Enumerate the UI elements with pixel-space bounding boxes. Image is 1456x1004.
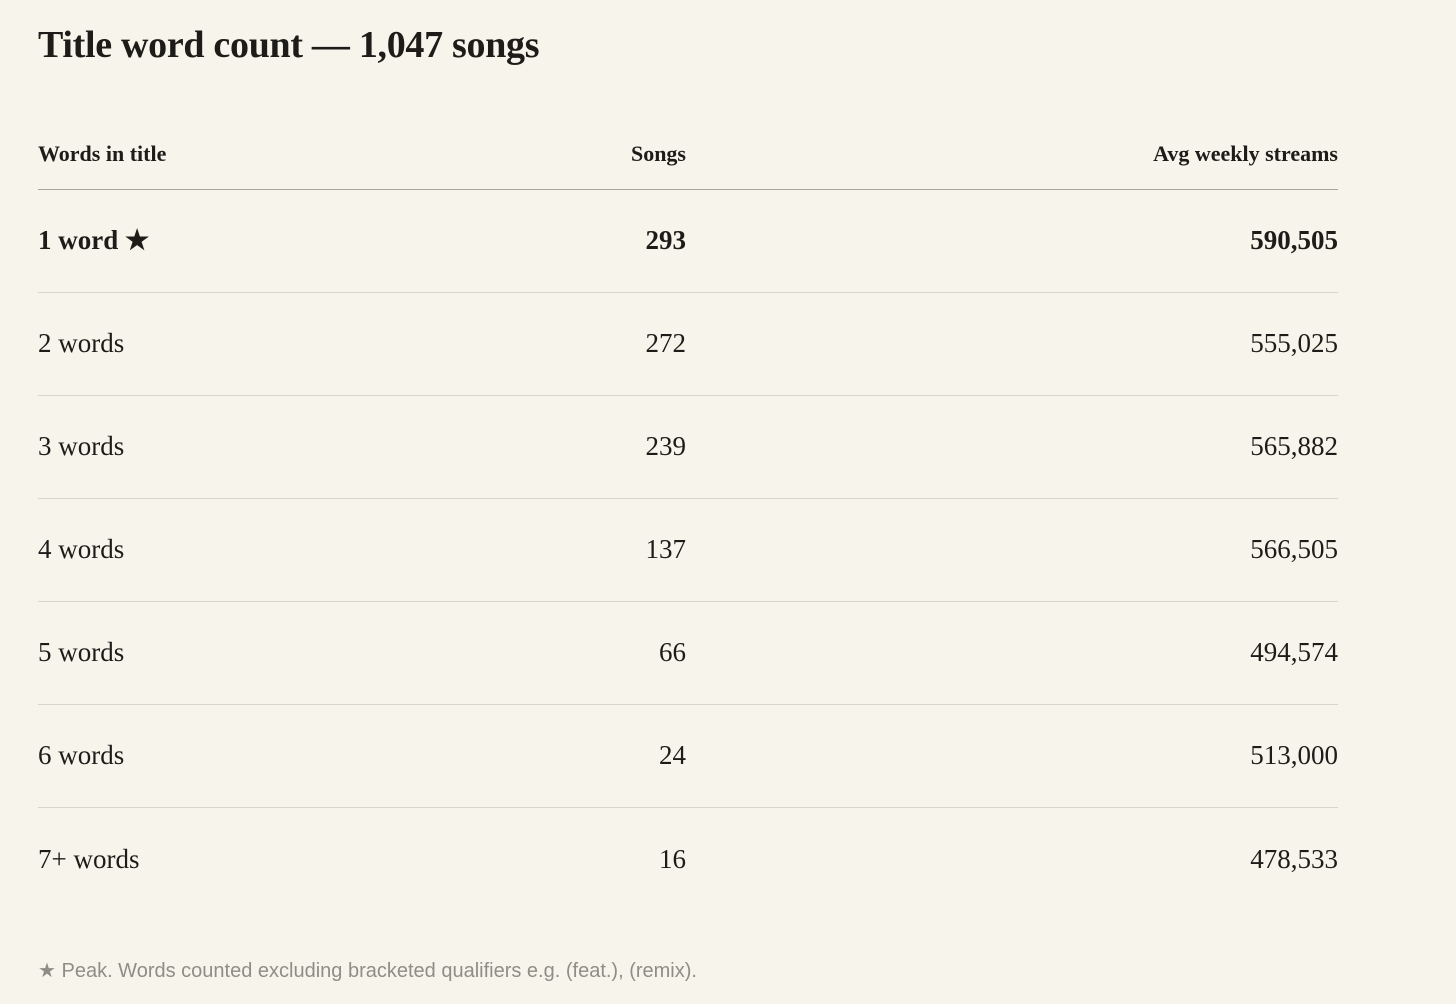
cell-songs: 272 bbox=[645, 328, 687, 358]
cell-avg-weekly-streams: 565,882 bbox=[1250, 431, 1338, 461]
cell-avg-weekly-streams: 494,574 bbox=[1250, 637, 1338, 667]
cell-words-in-title: 6 words bbox=[38, 740, 125, 770]
cell-words-in-title: 1 word ★ bbox=[38, 225, 150, 255]
cell-avg-weekly-streams: 590,505 bbox=[1250, 225, 1338, 255]
column-header-songs: Songs bbox=[630, 140, 686, 166]
cell-songs: 16 bbox=[659, 843, 686, 874]
cell-words-in-title: 4 words bbox=[38, 534, 125, 564]
cell-avg-weekly-streams: 555,025 bbox=[1250, 328, 1338, 358]
cell-avg-weekly-streams: 478,533 bbox=[1250, 843, 1338, 874]
table-row: 1 word ★ 293 590,505 bbox=[38, 190, 1338, 293]
page-title: Title word count — 1,047 songs bbox=[38, 24, 540, 66]
table-row: 3 words 239 565,882 bbox=[38, 396, 1338, 499]
table-header-row: Words in title Songs Avg weekly streams bbox=[38, 140, 1338, 190]
cell-words-in-title: 2 words bbox=[38, 328, 125, 358]
footnote: ★ Peak. Words counted excluding brackete… bbox=[38, 959, 697, 982]
cell-songs: 137 bbox=[645, 534, 687, 564]
word-count-table: Words in title Songs Avg weekly streams … bbox=[38, 140, 1338, 911]
table-row: 2 words 272 555,025 bbox=[38, 293, 1338, 396]
cell-songs: 66 bbox=[659, 637, 686, 667]
cell-avg-weekly-streams: 566,505 bbox=[1250, 534, 1338, 564]
cell-avg-weekly-streams: 513,000 bbox=[1250, 740, 1338, 770]
cell-songs: 24 bbox=[659, 740, 686, 770]
cell-songs: 293 bbox=[645, 225, 687, 255]
column-header-words-in-title: Words in title bbox=[38, 140, 167, 166]
cell-songs: 239 bbox=[645, 431, 687, 461]
table-row: 6 words 24 513,000 bbox=[38, 705, 1338, 808]
cell-words-in-title: 5 words bbox=[38, 637, 125, 667]
column-header-avg-weekly-streams: Avg weekly streams bbox=[1153, 140, 1338, 166]
table-row: 7+ words 16 478,533 bbox=[38, 808, 1338, 911]
table-row: 4 words 137 566,505 bbox=[38, 499, 1338, 602]
cell-words-in-title: 7+ words bbox=[38, 843, 140, 874]
table-row: 5 words 66 494,574 bbox=[38, 602, 1338, 705]
cell-words-in-title: 3 words bbox=[38, 431, 125, 461]
